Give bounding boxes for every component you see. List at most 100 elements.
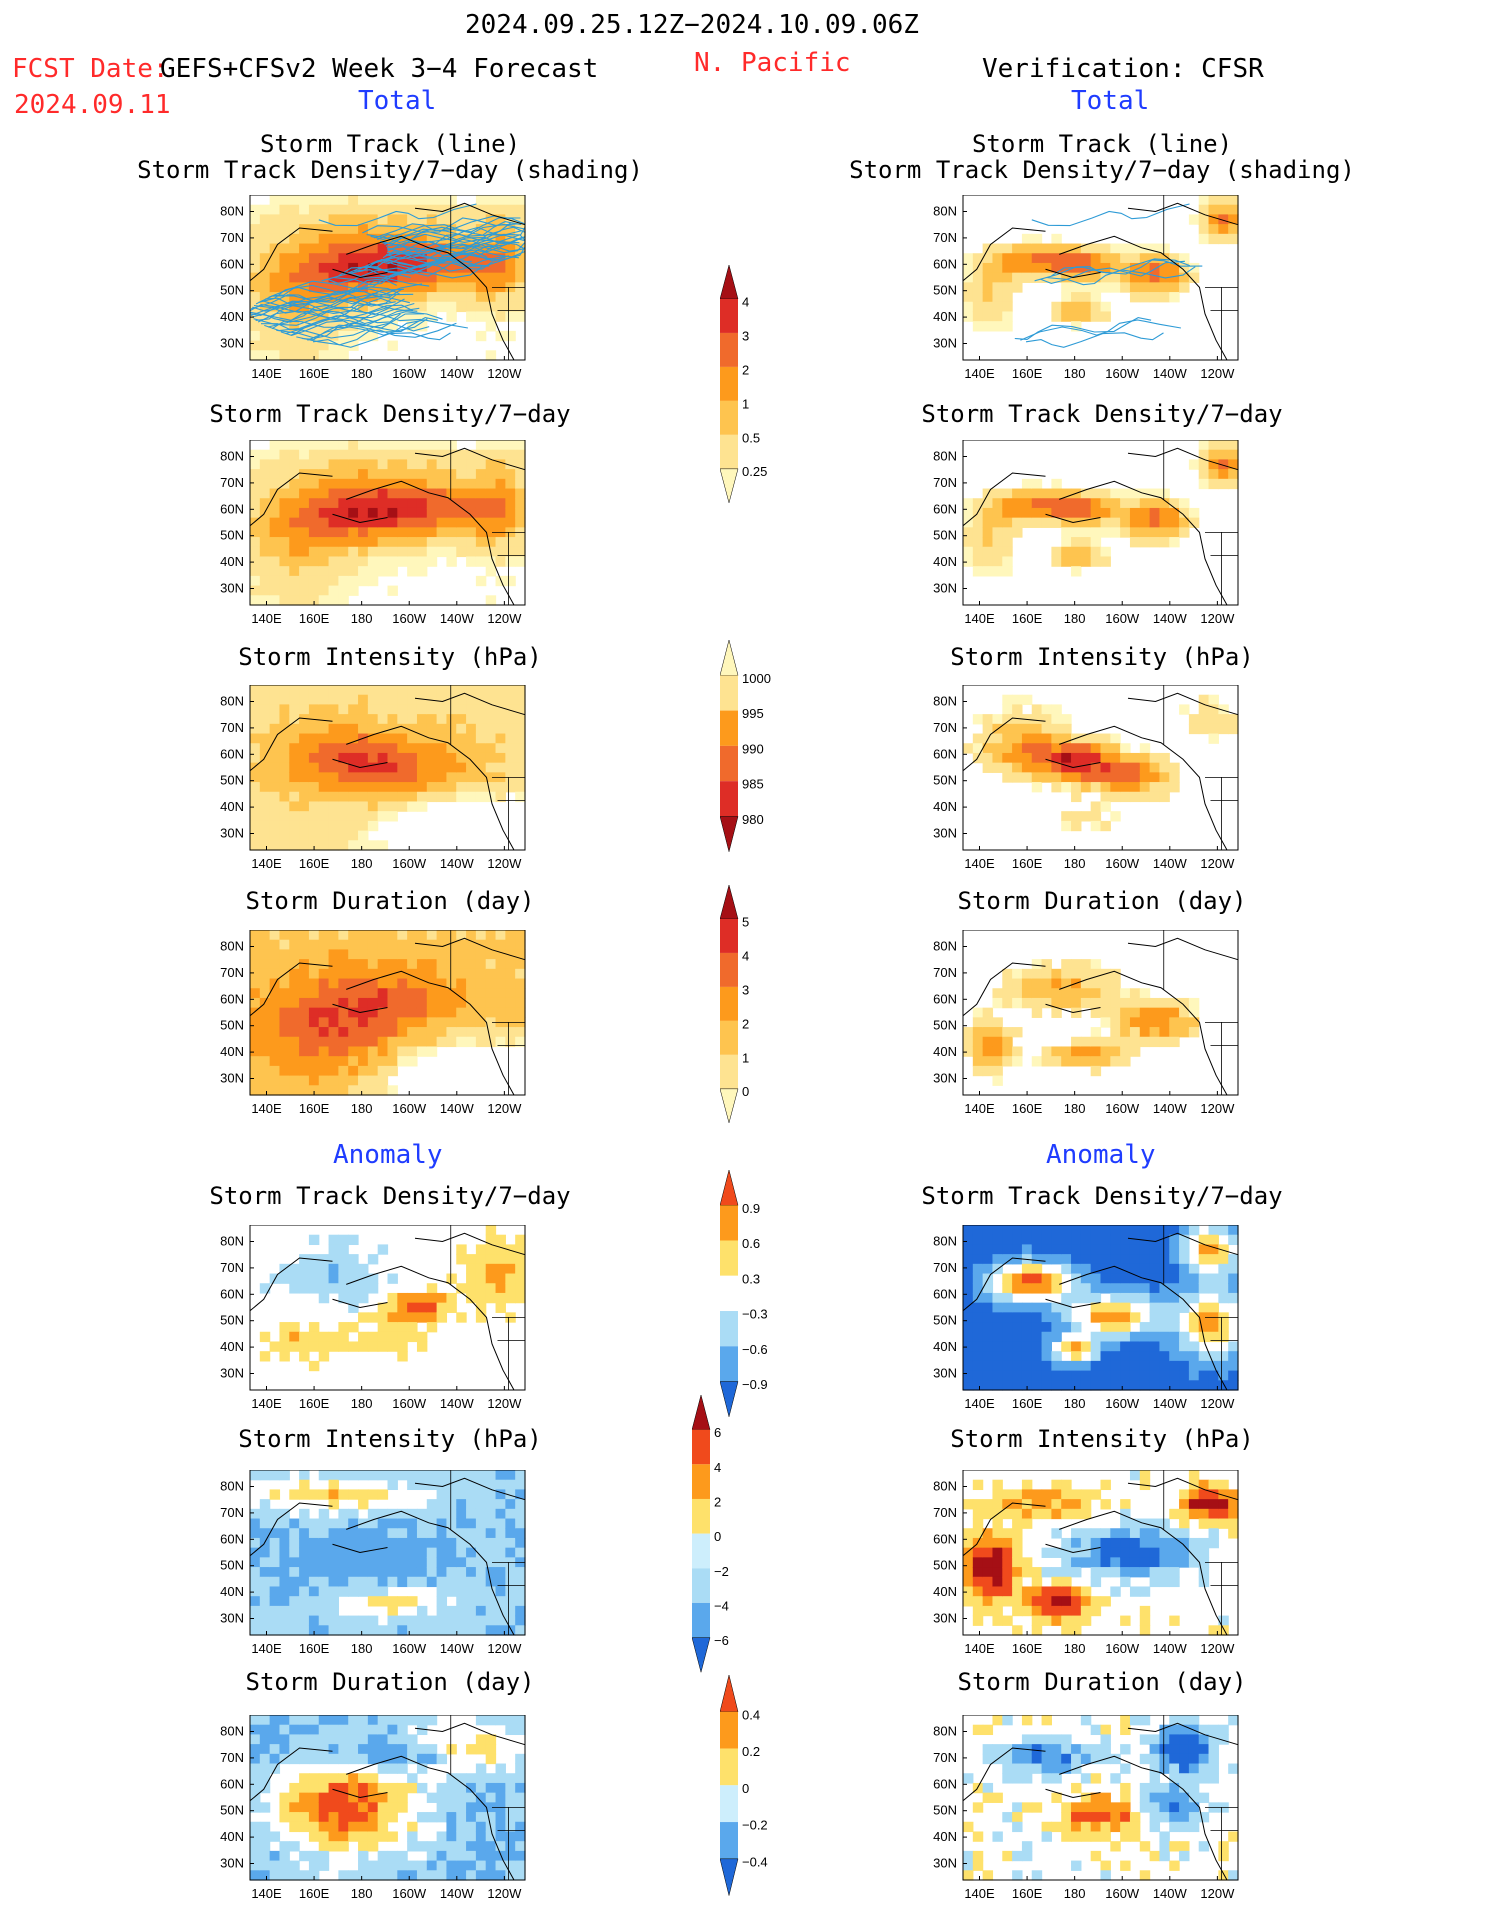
lon-tick-label: 120W xyxy=(487,1641,522,1656)
map-cell xyxy=(308,282,320,293)
map-cell xyxy=(475,1625,487,1636)
map-cell xyxy=(1120,1273,1131,1284)
map-cell xyxy=(515,1586,526,1597)
map-cell xyxy=(992,537,1003,548)
map-cell xyxy=(377,1518,389,1529)
map-cell xyxy=(308,1322,320,1333)
map-cell xyxy=(367,1056,379,1067)
map-cell xyxy=(1208,1479,1219,1491)
map-cell xyxy=(1149,1528,1161,1539)
map-cell xyxy=(495,311,506,322)
map-cell xyxy=(485,556,497,567)
map-cell xyxy=(377,204,389,216)
boundary-lines xyxy=(1163,1715,1238,1880)
map-cell xyxy=(259,1605,271,1617)
map-cell xyxy=(515,978,526,989)
map-cell xyxy=(377,1596,389,1607)
map-cell xyxy=(992,762,1003,773)
colorbar-end-arrow xyxy=(691,1637,711,1674)
map-cell xyxy=(328,1557,339,1568)
map-cell xyxy=(1031,752,1043,764)
map-cell xyxy=(1090,1724,1102,1736)
lat-tick-label: 80N xyxy=(220,449,244,464)
lat-tick-label: 40N xyxy=(220,309,244,324)
map-cell xyxy=(338,1244,349,1255)
map-cell xyxy=(338,1263,349,1275)
map-cell xyxy=(269,459,281,470)
map-cell xyxy=(505,988,516,999)
map-cell xyxy=(446,1841,457,1852)
map-cell xyxy=(269,743,281,754)
map-cell xyxy=(466,1586,477,1597)
map-cell xyxy=(505,1715,516,1726)
map-cell xyxy=(1100,556,1111,567)
map-cell xyxy=(1061,820,1072,832)
map-cell xyxy=(1041,243,1052,254)
map-cell xyxy=(377,1341,389,1352)
map-cell xyxy=(466,1773,477,1784)
map-cell xyxy=(972,566,984,577)
map-cell xyxy=(387,321,398,332)
map-cell xyxy=(1129,1351,1141,1362)
map-cell xyxy=(269,330,281,342)
map-cell xyxy=(250,1470,261,1481)
map-cell xyxy=(367,233,379,245)
map-cell xyxy=(1139,1625,1151,1636)
map-cell xyxy=(485,440,497,451)
lon-tick-label: 120W xyxy=(1200,1101,1235,1116)
map-cell xyxy=(407,1557,418,1568)
map-cell xyxy=(250,1792,261,1803)
map-cell xyxy=(367,1557,379,1568)
map-cell xyxy=(436,546,448,558)
map-cell xyxy=(338,733,349,744)
map-cell xyxy=(269,233,281,245)
map-cell xyxy=(358,1841,369,1852)
map-cell xyxy=(515,1860,526,1871)
map-cell xyxy=(1139,762,1151,773)
map-cell xyxy=(397,997,408,1009)
map-cell xyxy=(1169,262,1180,274)
map-cell xyxy=(348,527,359,538)
map-cell xyxy=(1002,1499,1013,1510)
map-cell xyxy=(475,762,487,773)
map-cell xyxy=(1051,1576,1062,1588)
map-cell xyxy=(1218,1331,1229,1343)
map-cell xyxy=(318,575,330,587)
map-cell xyxy=(426,1615,438,1626)
lat-tick-label: 50N xyxy=(933,773,957,788)
map-cell xyxy=(1021,272,1033,283)
map-cell xyxy=(279,949,290,960)
map-cell xyxy=(308,978,320,989)
map-cell xyxy=(387,1470,398,1481)
map-cell xyxy=(279,840,290,851)
map-cell xyxy=(1179,1273,1190,1284)
coastline xyxy=(249,447,526,606)
map-cell xyxy=(1120,1802,1131,1813)
map-cell xyxy=(1169,1283,1180,1294)
map-cell xyxy=(963,1537,974,1549)
map-cell xyxy=(485,1537,497,1549)
map-cell xyxy=(358,1567,369,1578)
map-cell xyxy=(387,527,398,538)
map-cell xyxy=(1061,1557,1072,1568)
map-cell xyxy=(269,723,281,735)
map-cell xyxy=(289,1075,300,1086)
map-cell xyxy=(1051,988,1062,999)
map-cell xyxy=(308,733,320,744)
map-cell xyxy=(515,469,526,480)
map-cell xyxy=(1071,1567,1082,1578)
map-cell xyxy=(1139,517,1151,528)
map-cell xyxy=(485,772,497,783)
lat-tick-label: 80N xyxy=(933,694,957,709)
map-cell xyxy=(1198,704,1210,715)
map-cell xyxy=(1002,743,1013,754)
map-cell xyxy=(1149,498,1161,509)
map-cell xyxy=(308,1283,320,1294)
map-cell xyxy=(1100,517,1111,528)
map-cell xyxy=(299,723,310,735)
map-cell xyxy=(1080,1528,1092,1539)
colorbar-tick-label: 0.6 xyxy=(742,1236,760,1251)
map-cell xyxy=(495,1234,506,1246)
map-cell xyxy=(446,1302,457,1313)
map-cell xyxy=(279,733,290,744)
